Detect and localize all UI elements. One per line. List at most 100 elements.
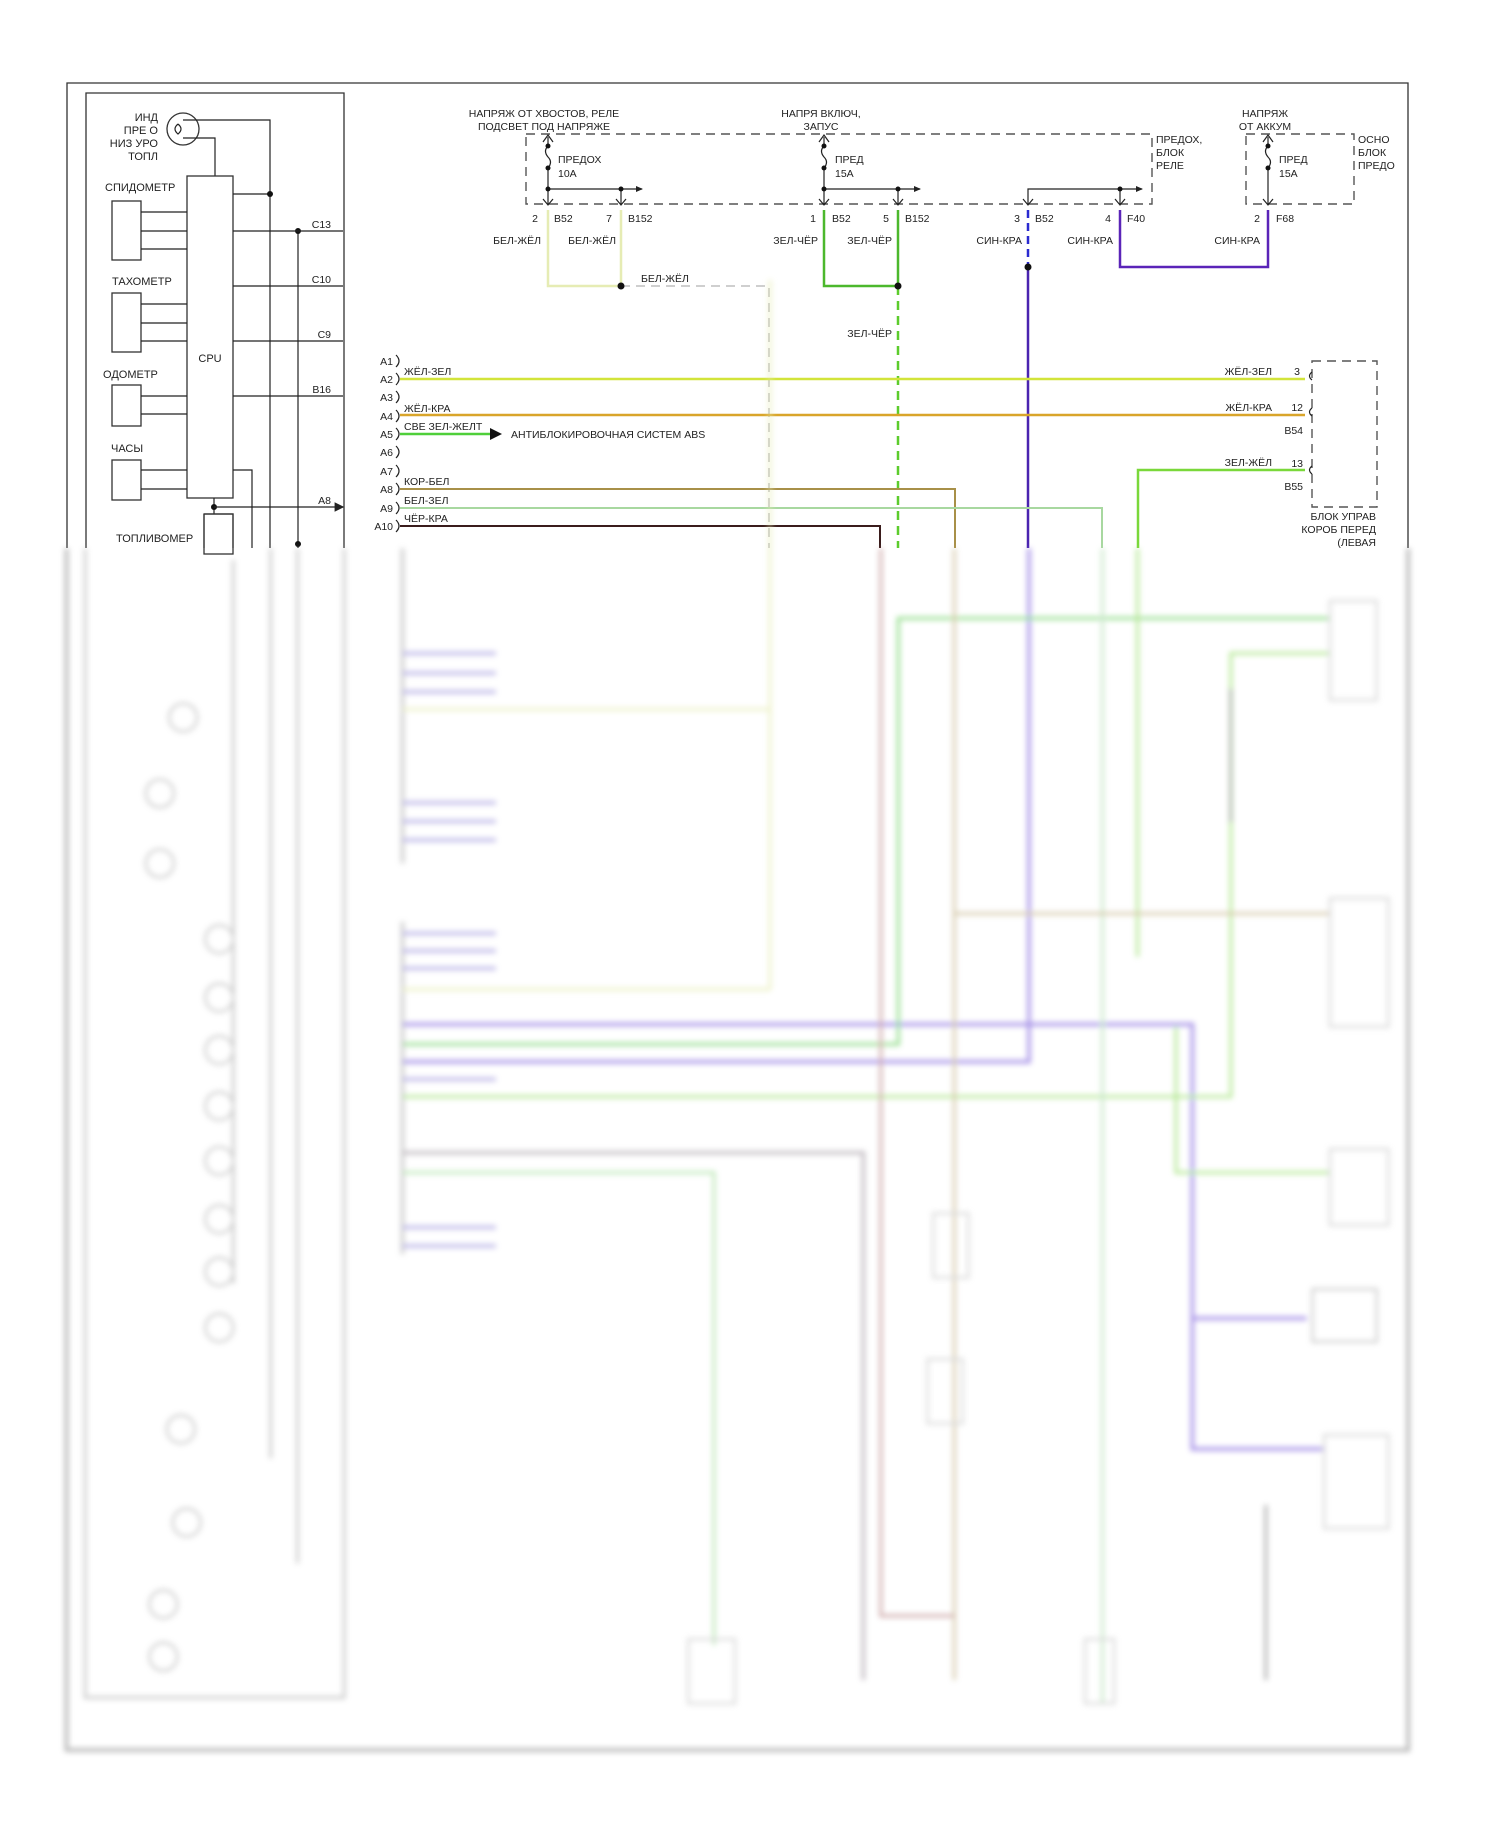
relay-bus: [1027, 188, 1142, 204]
junction-dot: [545, 143, 551, 149]
tcm-pin-1: 3: [1294, 366, 1300, 378]
junction-dot: [1265, 143, 1271, 149]
connector-pin-a5: A5: [380, 429, 393, 441]
tcm-label-2: КОРОБ ПЕРЕД: [1301, 524, 1376, 536]
tcm-conn-1: B54: [1284, 425, 1303, 437]
blurred-lower-diagram: [64, 280, 1410, 1752]
fuse2-label: ПРЕД: [835, 154, 864, 166]
speedometer-label: СПИДОМЕТР: [105, 182, 175, 194]
junction-dot: [821, 165, 827, 171]
splice-label-white-yellow: БЕЛ-ЖЁЛ: [641, 273, 689, 285]
tcm-label-1: БЛОК УПРАВ: [1310, 511, 1376, 523]
junction-dot: [545, 186, 551, 192]
wire-label: БЕЛ-ЖЁЛ: [568, 235, 616, 247]
junction-dot: [821, 143, 827, 149]
tcm-pin-icons: [1308, 371, 1313, 475]
pin-conn: F68: [1276, 213, 1294, 225]
output-a8: A8: [318, 495, 331, 507]
connector-pin-icon: [395, 501, 400, 515]
odometer-wires: [141, 395, 187, 415]
fuse2-rating: 15A: [835, 168, 854, 180]
arrow-icon: [818, 133, 904, 206]
odometer-block: [111, 384, 142, 427]
connector-pin-icon: [395, 427, 400, 441]
fuse-relay-block: ПРЕДОХ, БЛОК РЕЛЕ НАПРЯЖ ОТ ХВОСТОВ, РЕЛ…: [469, 108, 1202, 340]
wire-label: ЗЕЛ-ЧЁР: [847, 235, 892, 247]
wire-label-a2: ЖЁЛ-ЗЕЛ: [404, 366, 451, 378]
connector-pin-a2: A2: [380, 374, 393, 386]
tcm-outline: [1311, 360, 1378, 508]
connector-pin-icon: [395, 409, 400, 423]
connector-pin-a10: A10: [374, 521, 393, 533]
pin-conn: B152: [628, 213, 653, 225]
wire-label: СИН-КРА: [1067, 235, 1113, 247]
wire-blue-red-battery: [1118, 210, 1270, 269]
fuse-block-label-2: БЛОК: [1156, 147, 1185, 159]
connector-pin-a4: A4: [380, 411, 393, 423]
connector-pin-icon: [395, 354, 400, 368]
tcm-wire-3: ЗЕЛ-ЖЁЛ: [1225, 457, 1272, 469]
output-wires: [214, 230, 343, 507]
arrow-icon: [636, 186, 643, 192]
wire-label-a4: ЖЁЛ-КРА: [404, 403, 451, 415]
pin-num: 2: [1254, 213, 1260, 225]
ign-supply-label-1: НАПРЯ ВКЛЮЧ,: [781, 108, 860, 120]
wire-label-a5: СВЕ ЗЕЛ-ЖЕЛТ: [404, 421, 483, 433]
cpu-label: CPU: [198, 353, 221, 365]
splice-label-green-black: ЗЕЛ-ЧЁР: [847, 328, 892, 340]
fuel-gauge-label: ТОПЛИВОМЕР: [116, 533, 193, 545]
wire-label: СИН-КРА: [1214, 235, 1260, 247]
clock-label: ЧАСЫ: [111, 443, 143, 455]
main-block-label-2: БЛОК: [1358, 147, 1387, 159]
pin-num: 4: [1105, 213, 1111, 225]
tcm-label-3: (ЛЕВАЯ: [1337, 537, 1376, 549]
connector-pin-icon: [395, 372, 400, 386]
outer-frame: [66, 82, 1409, 548]
lamp-label-3: НИЗ УРО: [110, 138, 159, 150]
upper-wires: [400, 210, 1305, 548]
output-c13: C13: [312, 219, 331, 231]
splice-dot: [894, 282, 902, 290]
abs-arrow-icon: [490, 428, 502, 440]
clock-block: [111, 459, 142, 501]
fuse-block-label-1: ПРЕДОХ,: [1156, 134, 1202, 146]
connector-pin-a3: A3: [380, 392, 393, 404]
main-block-label-3: ПРЕДО: [1358, 160, 1395, 172]
connector-pin-a7: A7: [380, 466, 393, 478]
transmission-control-module: ЖЁЛ-ЗЕЛ 3 ЖЁЛ-КРА 12 B54 ЗЕЛ-ЖЁЛ 13 B55 …: [1225, 360, 1378, 549]
fuse-block-label-3: РЕЛЕ: [1156, 160, 1184, 172]
cluster-frame: [85, 92, 345, 548]
fuse1-rating: 10A: [558, 168, 577, 180]
fuse-10a-icon: [544, 137, 642, 204]
fuse-block-outline: [525, 133, 1153, 205]
tachometer-label: ТАХОМЕТР: [112, 276, 172, 288]
lamp-label-4: ТОПЛ: [128, 151, 158, 163]
connector-pin-icon: [395, 464, 400, 478]
junction-dot: [1117, 186, 1123, 192]
splice-dot: [617, 282, 625, 290]
instrument-cluster: ИНД ПРЕ О НИЗ УРО ТОПЛ CPU СПИДОМЕТР ТАХ…: [85, 92, 345, 555]
main-fuse-rating: 15A: [1279, 168, 1298, 180]
battery-supply-label-1: НАПРЯЖ: [1242, 108, 1288, 120]
tachometer-wires: [141, 303, 187, 342]
connector-pin-a9: A9: [380, 503, 393, 515]
connector-pin-a6: A6: [380, 447, 393, 459]
junction-dot: [267, 191, 273, 197]
tcm-conn-2: B55: [1284, 481, 1303, 493]
pin-num: 3: [1014, 213, 1020, 225]
pin-conn: B52: [832, 213, 851, 225]
wire-a10-black-red: [400, 525, 881, 548]
wire-label: ЗЕЛ-ЧЁР: [773, 235, 818, 247]
pin-num: 2: [532, 213, 538, 225]
tcm-pin-2: 12: [1291, 402, 1303, 414]
main-block-label-1: ОСНО: [1358, 134, 1390, 146]
arrow-icon: [542, 133, 627, 206]
connector-pin-a1: A1: [380, 356, 393, 368]
main-fuse-label: ПРЕД: [1279, 154, 1308, 166]
pin-conn: B52: [554, 213, 573, 225]
tcm-pin-3: 13: [1291, 458, 1303, 470]
cluster-outputs: C13 C10 C9 B16 A8: [214, 219, 343, 507]
fuel-gauge-block: [203, 513, 234, 555]
